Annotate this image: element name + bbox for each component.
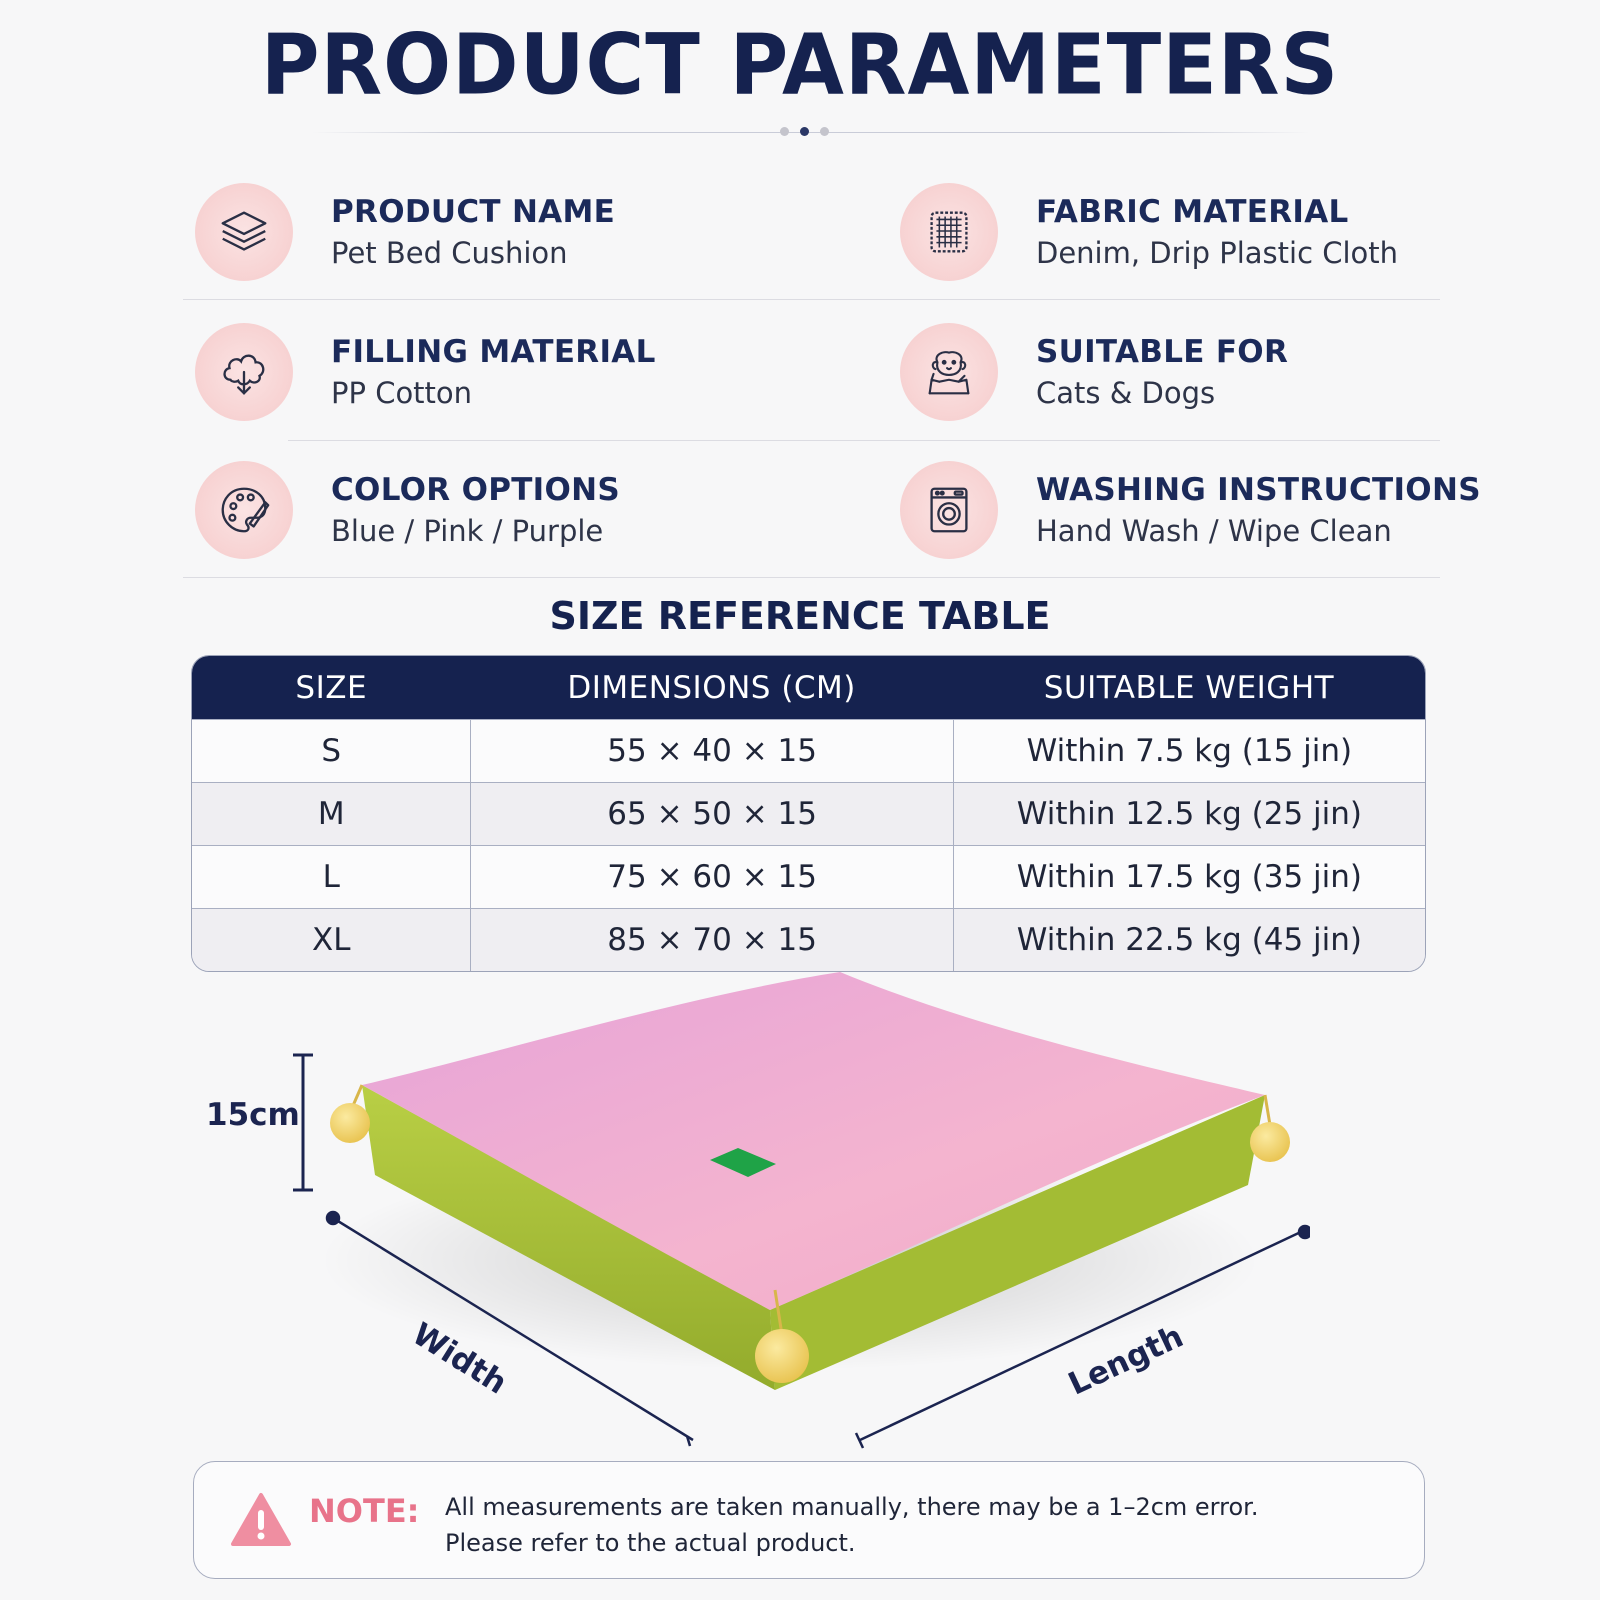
pagination-dot-active [800, 127, 809, 136]
column-header: SIZE [192, 656, 471, 719]
pagination-dot [820, 127, 829, 136]
param-label: WASHING INSTRUCTIONS [1036, 472, 1481, 508]
column-header: DIMENSIONS (CM) [470, 656, 953, 719]
param-value: Hand Wash / Wipe Clean [1036, 514, 1392, 548]
size-table-title: SIZE REFERENCE TABLE [549, 594, 1051, 638]
param-value: Pet Bed Cushion [331, 236, 568, 270]
warning-icon [231, 1493, 291, 1546]
table-header-row: SIZE DIMENSIONS (CM) SUITABLE WEIGHT [192, 656, 1425, 719]
brand-tag [710, 1148, 776, 1177]
pompom [755, 1329, 809, 1383]
width-dimension-line [325, 1210, 694, 1447]
weight-cell: Within 17.5 kg (35 jin) [952, 845, 1425, 908]
param-label: COLOR OPTIONS [331, 472, 621, 508]
column-header: SUITABLE WEIGHT [952, 656, 1425, 719]
param-value: Blue / Pink / Purple [331, 514, 604, 548]
height-dimension-line [293, 1053, 313, 1192]
pompom [1250, 1122, 1290, 1162]
note-label: NOTE: [309, 1492, 420, 1530]
page-title: PRODUCT PARAMETERS [260, 15, 1340, 114]
bed-side-front-right [770, 1095, 1265, 1390]
layers-icon [195, 183, 293, 281]
height-label: 15cm [206, 1097, 300, 1133]
pet-bed-illustration [293, 972, 1310, 1449]
param-value: PP Cotton [331, 376, 473, 410]
param-suitable-for: SUITABLE FOR Cats & Dogs [900, 323, 1288, 421]
size-cell: L [192, 845, 471, 908]
param-label: FABRIC MATERIAL [1036, 194, 1349, 230]
table-row: L 75 × 60 × 15 Within 17.5 kg (35 jin) [192, 845, 1425, 908]
param-label: PRODUCT NAME [331, 194, 616, 230]
size-cell: M [192, 782, 471, 845]
bed-side-front-left [362, 1085, 775, 1390]
pets-icon [900, 323, 998, 421]
pagination-dots [780, 127, 829, 136]
note-text: All measurements are taken manually, the… [445, 1489, 1258, 1561]
weight-cell: Within 12.5 kg (25 jin) [952, 782, 1425, 845]
param-value: Denim, Drip Plastic Cloth [1036, 236, 1399, 270]
table-row: XL 85 × 70 × 15 Within 22.5 kg (45 jin) [192, 908, 1425, 971]
washing-machine-icon [900, 461, 998, 559]
size-table: SIZE DIMENSIONS (CM) SUITABLE WEIGHT S 5… [191, 655, 1426, 972]
weight-cell: Within 7.5 kg (15 jin) [952, 719, 1425, 782]
param-label: SUITABLE FOR [1036, 334, 1289, 370]
bed-top-surface [362, 972, 1265, 1310]
cotton-icon [195, 323, 293, 421]
table-row: S 55 × 40 × 15 Within 7.5 kg (15 jin) [192, 719, 1425, 782]
size-cell: XL [192, 908, 471, 971]
dimensions-cell: 85 × 70 × 15 [470, 908, 953, 971]
size-cell: S [192, 719, 471, 782]
param-label: FILLING MATERIAL [331, 334, 656, 370]
param-washing-instructions: WASHING INSTRUCTIONS Hand Wash / Wipe Cl… [900, 461, 1481, 559]
weight-cell: Within 22.5 kg (45 jin) [952, 908, 1425, 971]
row-divider [183, 299, 1440, 300]
note-box: NOTE: All measurements are taken manuall… [193, 1461, 1425, 1579]
param-color-options: COLOR OPTIONS Blue / Pink / Purple [195, 461, 620, 559]
dimensions-cell: 75 × 60 × 15 [470, 845, 953, 908]
length-dimension-line [854, 1224, 1310, 1449]
note-line-2: Please refer to the actual product. [445, 1529, 856, 1557]
pompom [330, 1103, 370, 1143]
table-row: M 65 × 50 × 15 Within 12.5 kg (25 jin) [192, 782, 1425, 845]
title-divider [312, 132, 1310, 133]
palette-icon [195, 461, 293, 559]
note-line-1: All measurements are taken manually, the… [445, 1493, 1259, 1521]
param-product-name: PRODUCT NAME Pet Bed Cushion [195, 183, 615, 281]
fabric-icon [900, 183, 998, 281]
dimensions-cell: 65 × 50 × 15 [470, 782, 953, 845]
dimensions-cell: 55 × 40 × 15 [470, 719, 953, 782]
param-value: Cats & Dogs [1036, 376, 1216, 410]
param-fabric-material: FABRIC MATERIAL Denim, Drip Plastic Clot… [900, 183, 1398, 281]
row-divider [288, 440, 1440, 441]
pagination-dot [780, 127, 789, 136]
param-filling-material: FILLING MATERIAL PP Cotton [195, 323, 656, 421]
row-divider [183, 577, 1440, 578]
